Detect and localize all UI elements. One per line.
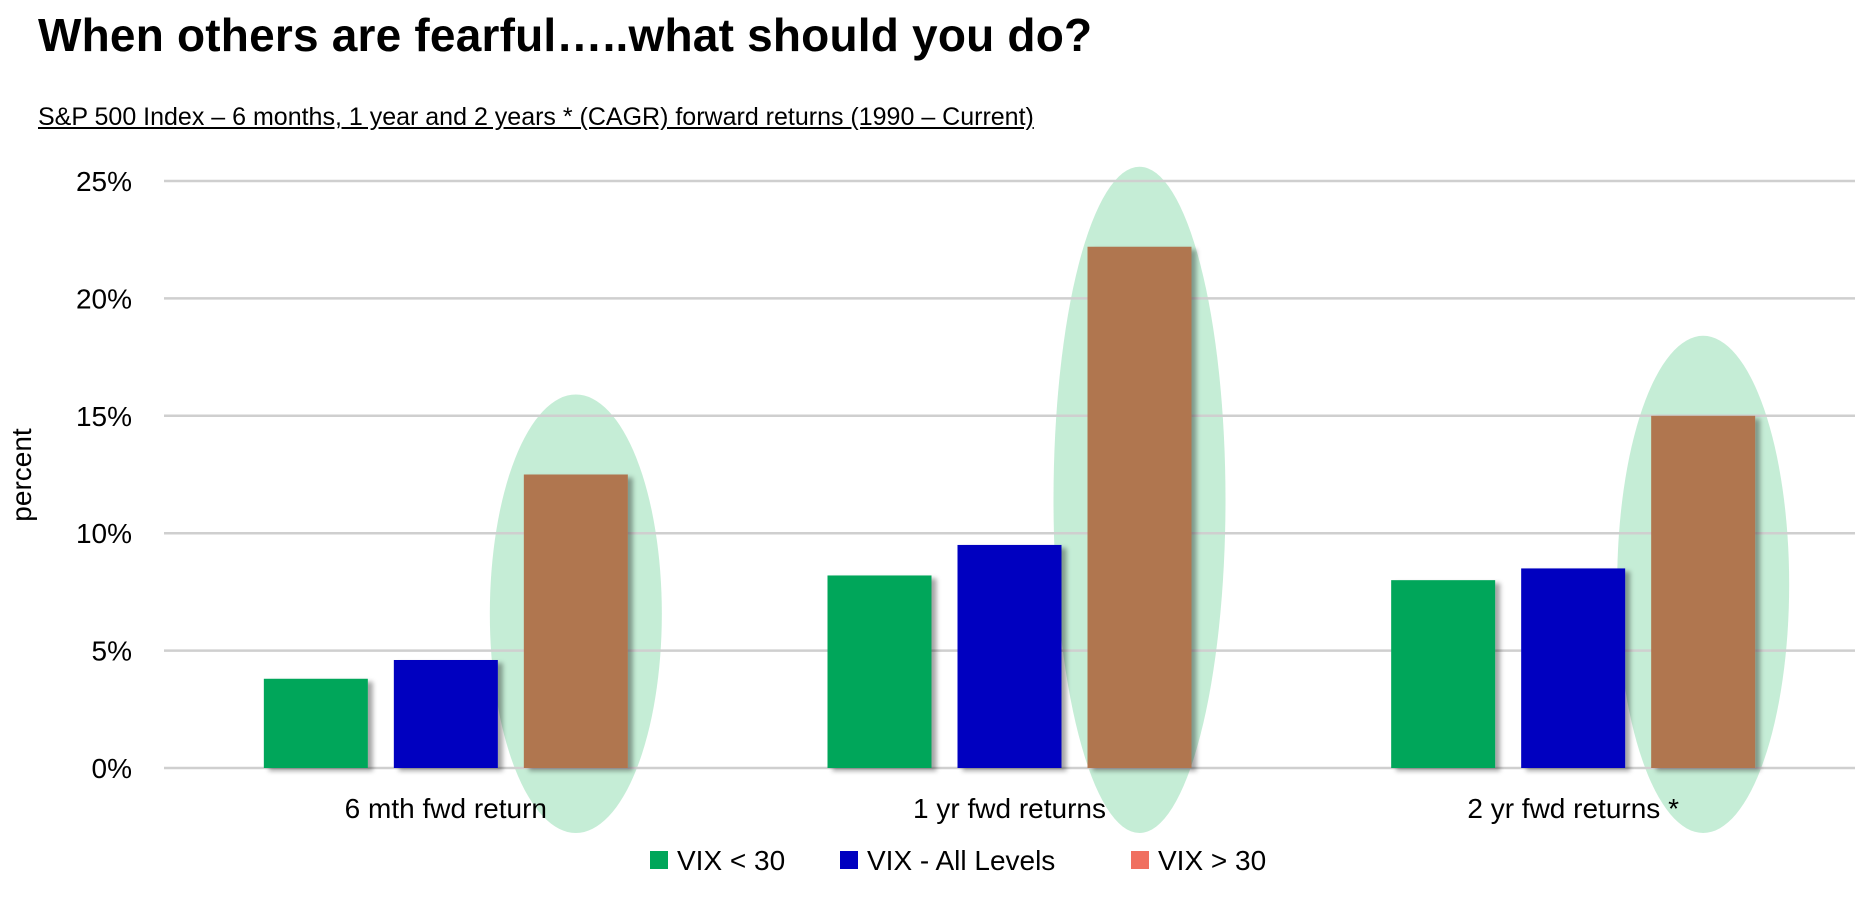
bar	[957, 544, 1062, 768]
bar	[1391, 580, 1496, 768]
bar	[1087, 246, 1192, 768]
chart-subtitle: S&P 500 Index – 6 months, 1 year and 2 y…	[38, 103, 1034, 131]
legend-swatch	[650, 851, 668, 869]
x-category-label: 1 yr fwd returns	[913, 793, 1106, 824]
bar	[523, 474, 628, 768]
legend-label: VIX < 30	[677, 845, 785, 876]
y-axis-ticks: 0% 5% 10% 15% 20% 25%	[76, 166, 132, 784]
bar	[827, 575, 932, 768]
legend-swatch	[840, 851, 858, 869]
bar	[1651, 415, 1756, 768]
y-tick-label: 0%	[92, 753, 132, 784]
legend: VIX < 30 VIX - All Levels VIX > 30	[650, 845, 1266, 876]
bars	[263, 246, 1756, 768]
bar	[393, 659, 498, 768]
y-tick-label: 15%	[76, 401, 132, 432]
x-category-label: 6 mth fwd return	[345, 793, 547, 824]
y-tick-label: 10%	[76, 518, 132, 549]
x-axis-categories: 6 mth fwd return 1 yr fwd returns 2 yr fwd…	[345, 793, 1679, 824]
legend-label: VIX - All Levels	[867, 845, 1055, 876]
y-tick-label: 5%	[92, 636, 132, 667]
y-tick-label: 20%	[76, 283, 132, 314]
legend-label: VIX > 30	[1158, 845, 1266, 876]
bar	[1521, 568, 1626, 768]
bar	[263, 678, 368, 768]
chart-title: When others are fearful…..what should yo…	[38, 9, 1093, 61]
y-axis-label: percent	[6, 428, 37, 522]
x-category-label: 2 yr fwd returns *	[1467, 793, 1679, 824]
y-tick-label: 25%	[76, 166, 132, 197]
legend-swatch	[1131, 851, 1149, 869]
